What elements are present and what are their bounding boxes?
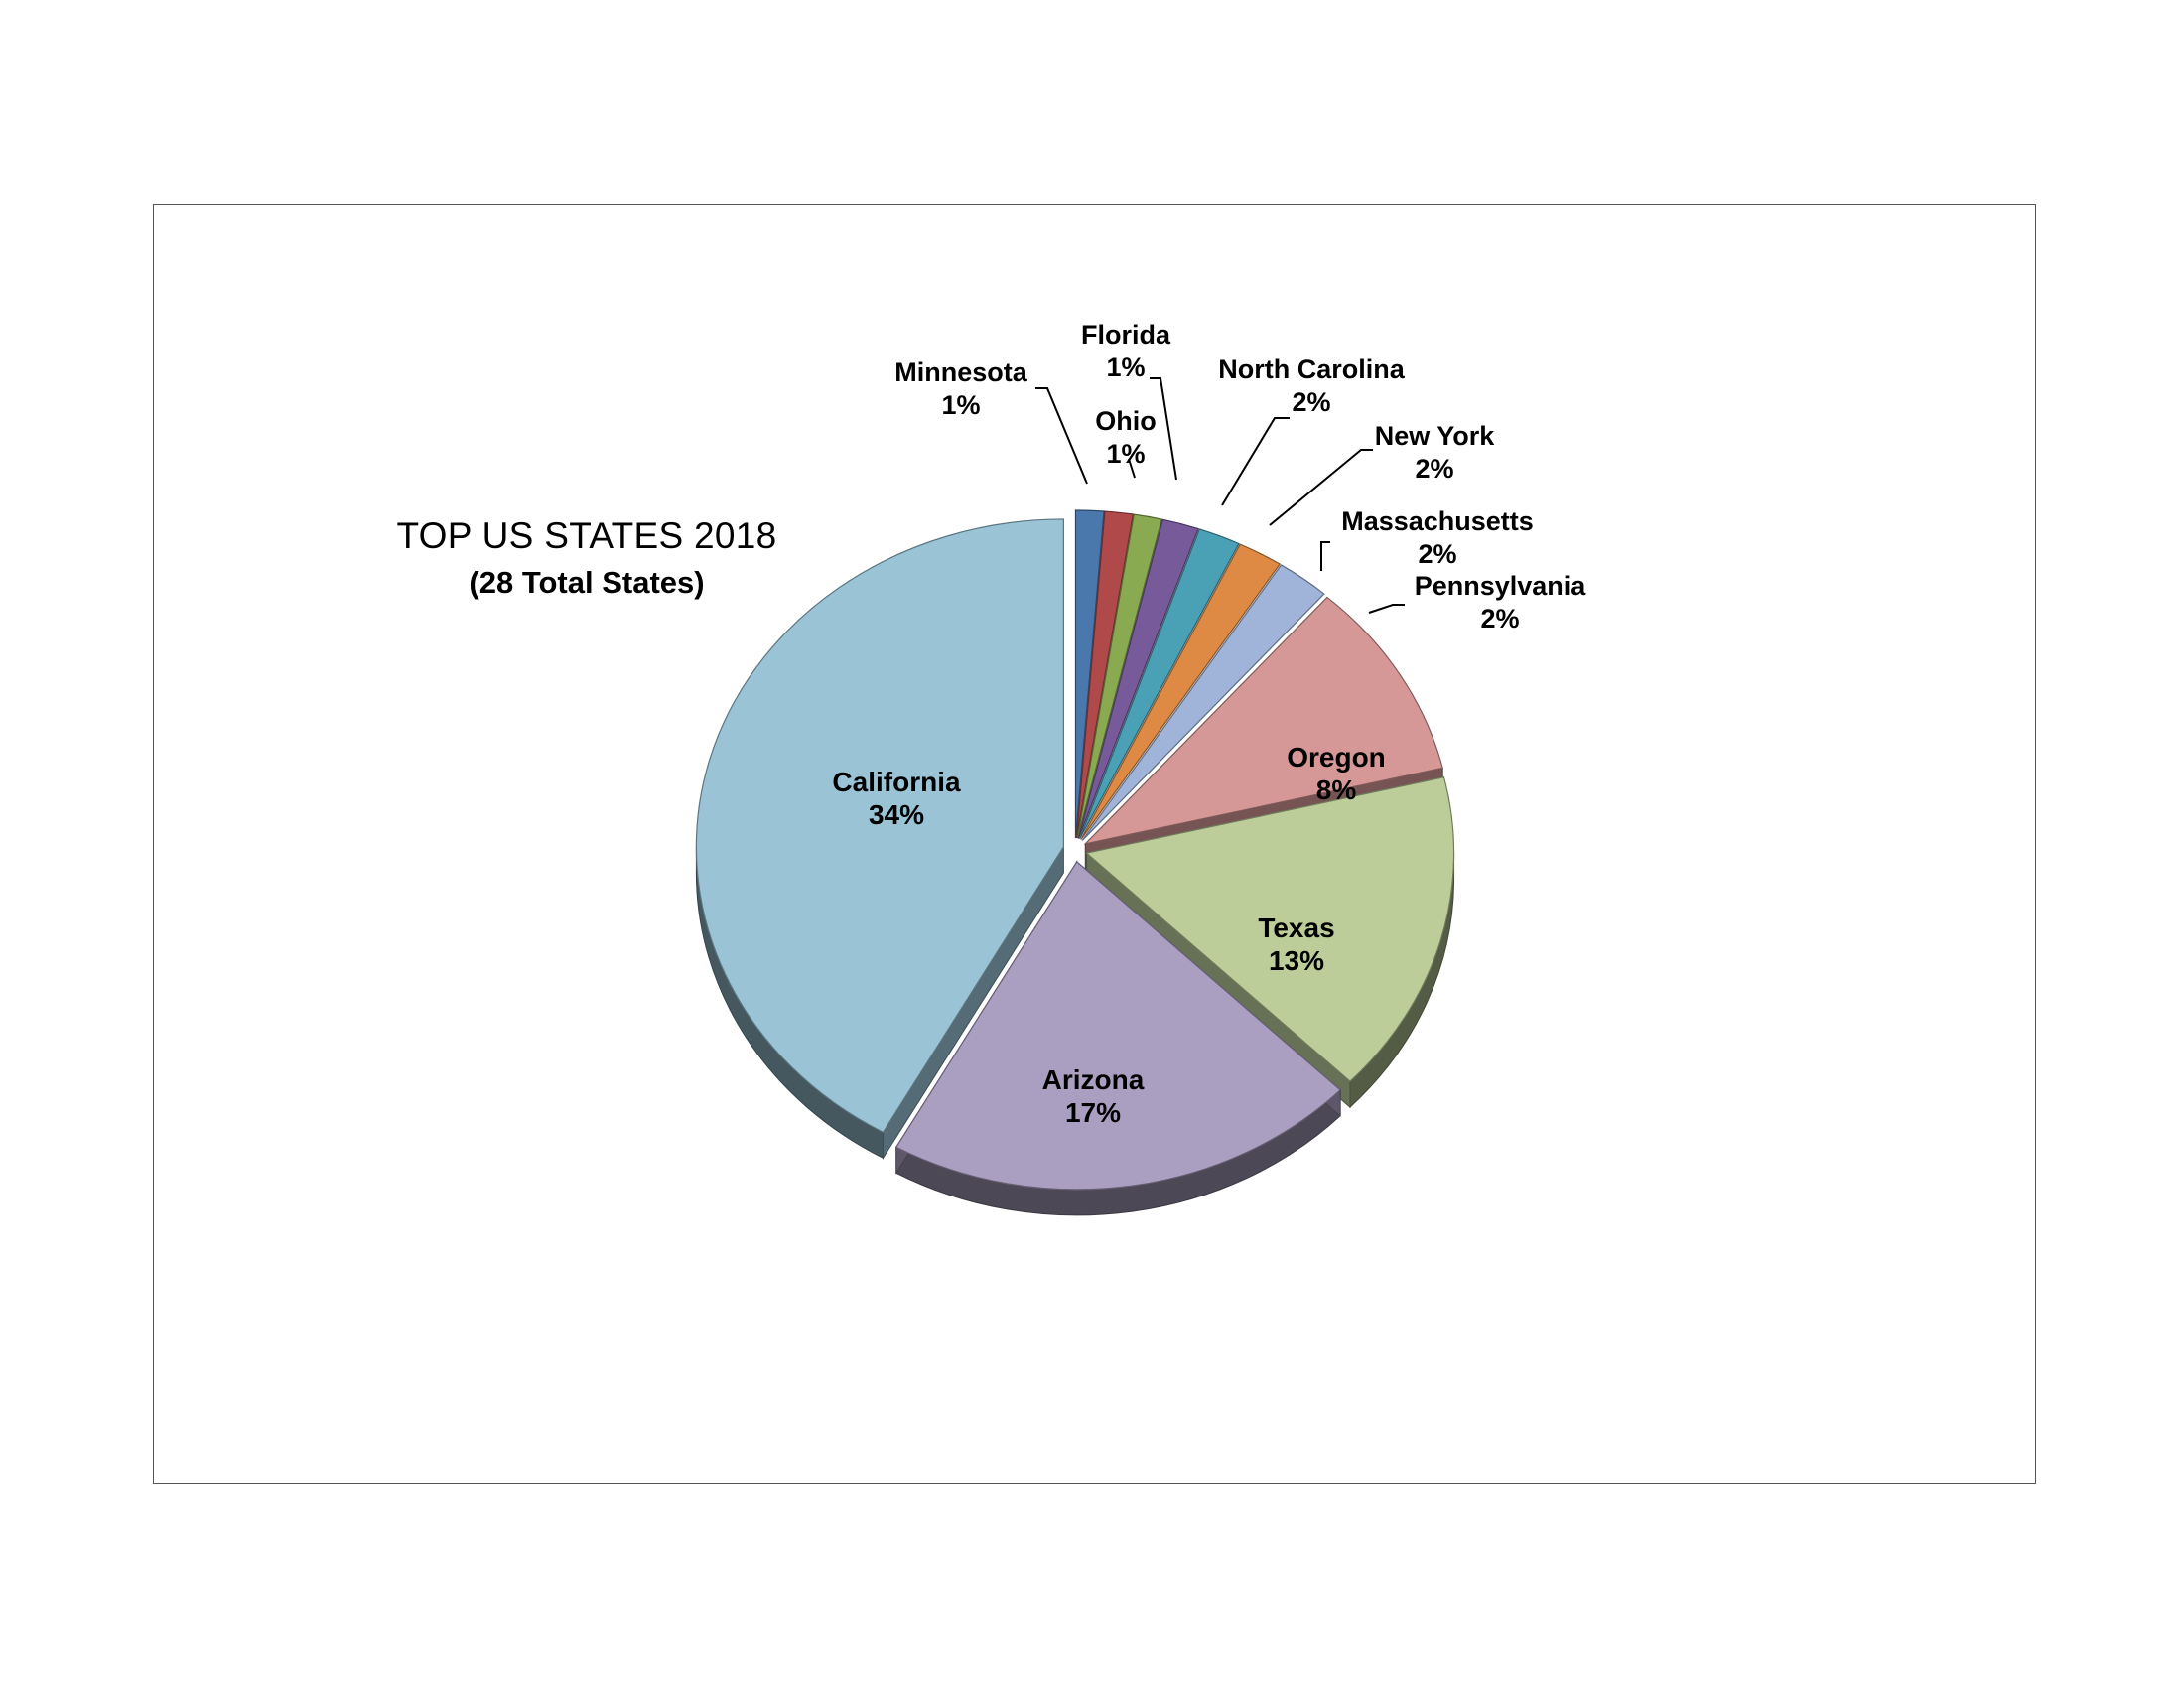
slice-name-massachusetts: Massachusetts: [1341, 506, 1534, 536]
pie-slice-oregon: [1083, 596, 1443, 845]
slice-name-oregon: Oregon: [1287, 742, 1386, 773]
slice-name-california: California: [832, 767, 961, 797]
slice-name-north-carolina: North Carolina: [1218, 354, 1405, 384]
slice-name-texas: Texas: [1258, 913, 1334, 943]
slice-name-arizona: Arizona: [1042, 1064, 1145, 1095]
chart-frame: TOP US STATES 2018 (28 Total States) Min…: [153, 204, 2036, 1484]
slice-percent-north-carolina: 2%: [1292, 387, 1330, 417]
slice-percent-pennsylvania: 2%: [1480, 604, 1519, 633]
slice-percent-oregon: 8%: [1316, 774, 1357, 805]
pie-slice-north-carolina: [1077, 518, 1199, 839]
slice-name-minnesota: Minnesota: [894, 357, 1027, 387]
chart-subtitle: (28 Total States): [469, 565, 705, 600]
leader-line-north-carolina: [1221, 417, 1290, 506]
title-block: TOP US STATES 2018 (28 Total States): [299, 515, 875, 601]
slice-percent-massachusetts: 2%: [1418, 539, 1456, 569]
pie-slice-new-york: [1079, 528, 1240, 840]
pie-slice-texas: [1085, 776, 1455, 1082]
leader-line-minnesota: [1035, 387, 1088, 485]
leader-line-massachusetts: [1320, 541, 1330, 571]
pie-tops: [695, 509, 1455, 1191]
slice-name-florida: Florida: [1081, 320, 1171, 350]
pie-slice-arizona: [894, 860, 1342, 1191]
slice-name-pennsylvania: Pennsylvania: [1415, 571, 1587, 601]
leader-line-ohio: [1128, 458, 1136, 479]
leader-line-florida: [1150, 377, 1177, 481]
slice-percent-minnesota: 1%: [941, 390, 980, 420]
pie-slice-minnesota: [1074, 509, 1105, 839]
pie-slice-california: [695, 518, 1064, 1134]
pie-slice-massachusetts: [1080, 543, 1281, 840]
slice-percent-california: 34%: [869, 799, 924, 830]
slice-name-ohio: Ohio: [1095, 406, 1157, 436]
slice-percent-texas: 13%: [1269, 945, 1324, 976]
pie-slice-ohio: [1075, 510, 1135, 839]
slice-percent-arizona: 17%: [1065, 1097, 1121, 1128]
slice-percent-ohio: 1%: [1106, 439, 1145, 469]
leader-line-pennsylvania: [1368, 604, 1405, 614]
chart-title: TOP US STATES 2018: [396, 515, 777, 556]
leader-line-new-york: [1269, 449, 1373, 526]
slice-percent-new-york: 2%: [1415, 454, 1453, 484]
slice-percent-florida: 1%: [1106, 352, 1145, 382]
slice-name-new-york: New York: [1375, 421, 1496, 451]
pie-slice-pennsylvania: [1081, 564, 1325, 841]
pie-slice-florida: [1076, 513, 1163, 839]
